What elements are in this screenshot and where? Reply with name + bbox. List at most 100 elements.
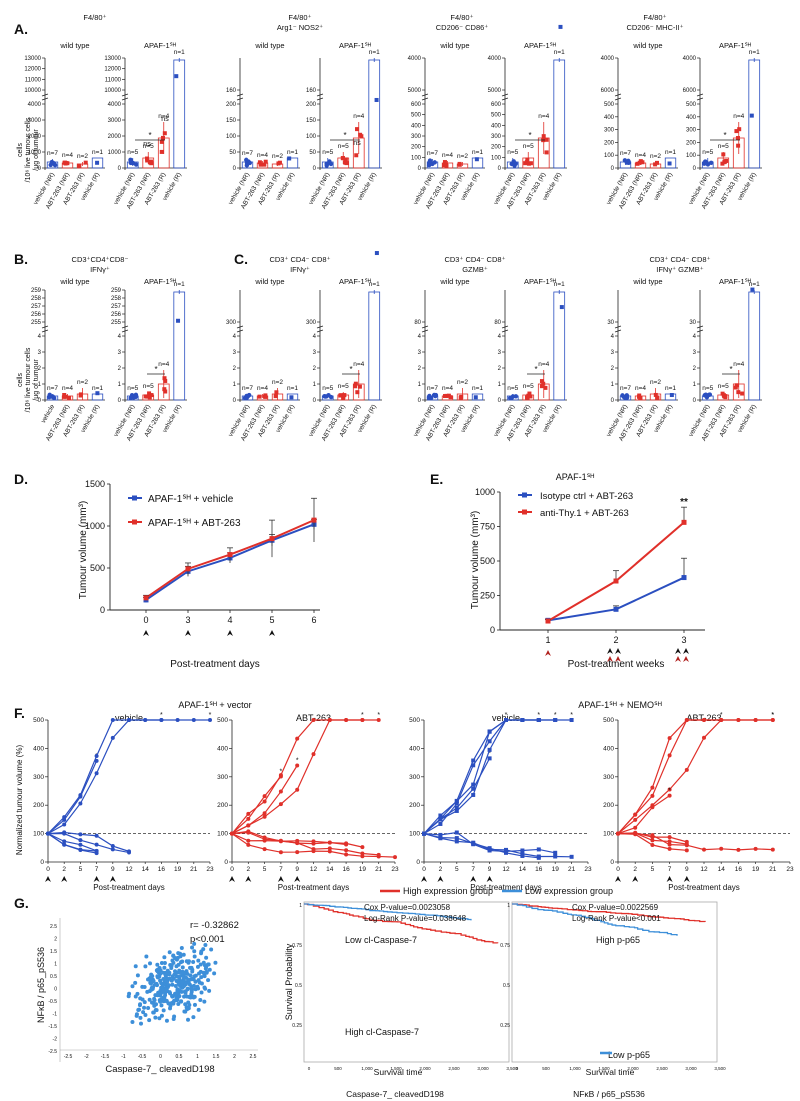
data-point (191, 718, 196, 722)
data-point (487, 846, 492, 851)
data-point (650, 793, 655, 798)
data-point (667, 793, 672, 798)
scatter-point (190, 945, 195, 950)
data-point (94, 833, 99, 838)
n-label: n=4 (62, 385, 73, 392)
data-point (278, 802, 283, 807)
y-tick-label: 3 (233, 350, 237, 356)
y-tick-label: 1 (418, 382, 422, 388)
data-point (520, 718, 525, 722)
data-point (487, 756, 492, 761)
data-point (147, 391, 152, 396)
panel-b-ylabel: /μg of tumour (33, 359, 40, 401)
panel-f-ylabel: Normalized tumour volume (%) (15, 745, 24, 856)
x-tick-label: 1,000 (361, 1066, 373, 1071)
sig-ns: ns (161, 116, 169, 123)
sig-star: * (505, 712, 508, 719)
data-point (127, 718, 131, 722)
km-cox-p: Cox P-value=0.0023058 (364, 903, 451, 912)
n-label: n=5 (702, 149, 713, 156)
data-point (736, 718, 741, 722)
data-point (569, 854, 574, 859)
data-point (681, 519, 687, 525)
scatter-point (141, 1010, 146, 1015)
y-tick-label: 4 (693, 334, 697, 340)
data-point (355, 127, 360, 132)
tumour-trajectory (423, 833, 572, 858)
scatter-point (133, 980, 138, 985)
x-tick-label: 0 (230, 866, 234, 873)
data-point (344, 852, 349, 857)
panel-c-title: IFNγ⁺ (290, 265, 310, 274)
bar (471, 393, 484, 401)
y-tick-label: 0 (498, 166, 502, 172)
x-tick-label: 3 (681, 635, 686, 645)
scatter-point (150, 1000, 155, 1005)
panel-c-title: CD3⁺ CD4⁻ CD8⁺ (649, 255, 710, 264)
y-tick-label: 0 (418, 398, 422, 404)
y-tick-label: 255 (31, 320, 42, 326)
data-point (625, 159, 630, 164)
scatter-point (147, 1018, 152, 1023)
scatter-point (154, 1002, 159, 1007)
scatter-point (138, 1015, 143, 1020)
data-point (487, 729, 492, 734)
data-point (94, 842, 99, 847)
data-point (327, 849, 332, 854)
axis-break (421, 329, 429, 333)
data-point (78, 842, 83, 847)
y-tick-label: 5000 (408, 88, 422, 94)
data-point (110, 844, 115, 849)
y-tick-label: 100 (603, 831, 614, 838)
data-point (669, 393, 674, 398)
y-tick-label: 3 (38, 350, 42, 356)
data-point (78, 832, 83, 837)
y-tick-label: 100 (33, 831, 44, 838)
y-tick-label: 256 (31, 312, 42, 318)
y-tick-label: 160 (226, 88, 237, 94)
data-point (338, 393, 343, 398)
scatter-point (189, 965, 194, 970)
data-point (442, 160, 447, 165)
data-point (520, 853, 525, 858)
scatter-point (206, 962, 211, 967)
scatter-point (192, 1002, 197, 1007)
km-curve (304, 903, 499, 944)
axis-break (696, 329, 704, 333)
y-tick-label: 300 (226, 320, 237, 326)
scatter-point (177, 993, 182, 998)
scatter-point (193, 973, 198, 978)
n-label: n=1 (749, 281, 760, 288)
n-label: n=4 (442, 152, 453, 159)
data-point (289, 395, 294, 400)
km-curve (512, 903, 706, 923)
data-point (47, 392, 52, 397)
data-point (471, 792, 476, 797)
y-tick-label: 500 (409, 717, 420, 724)
x-tick-label: 3 (185, 615, 190, 625)
n-label: n=4 (158, 361, 169, 368)
data-point (311, 841, 316, 846)
treatment-arrow (45, 876, 51, 882)
subpanel-title-apaf: APAF-1ᔆᴴ (719, 41, 752, 50)
bar (368, 291, 381, 401)
data-point (722, 394, 727, 399)
n-label: n=7 (47, 150, 58, 157)
data-point (438, 832, 443, 837)
sig-star: * (361, 712, 364, 719)
n-label: n=5 (338, 383, 349, 390)
scatter-point (183, 990, 188, 995)
x-tick-label: 7 (279, 866, 283, 873)
panel-d-ylabel: Tumour volume (mm³) (78, 501, 89, 600)
scatter-point (195, 984, 200, 989)
data-point (257, 394, 262, 399)
scatter-point (170, 958, 175, 963)
bar (664, 157, 677, 169)
scatter-point (168, 1006, 173, 1011)
data-point (442, 163, 447, 168)
km-caption: NFκB / p65_pS536 (573, 1089, 645, 1099)
scatter-point (151, 979, 156, 984)
y-tick-label: 2 (418, 366, 422, 372)
data-point (635, 161, 640, 166)
n-label: n=4 (733, 361, 744, 368)
